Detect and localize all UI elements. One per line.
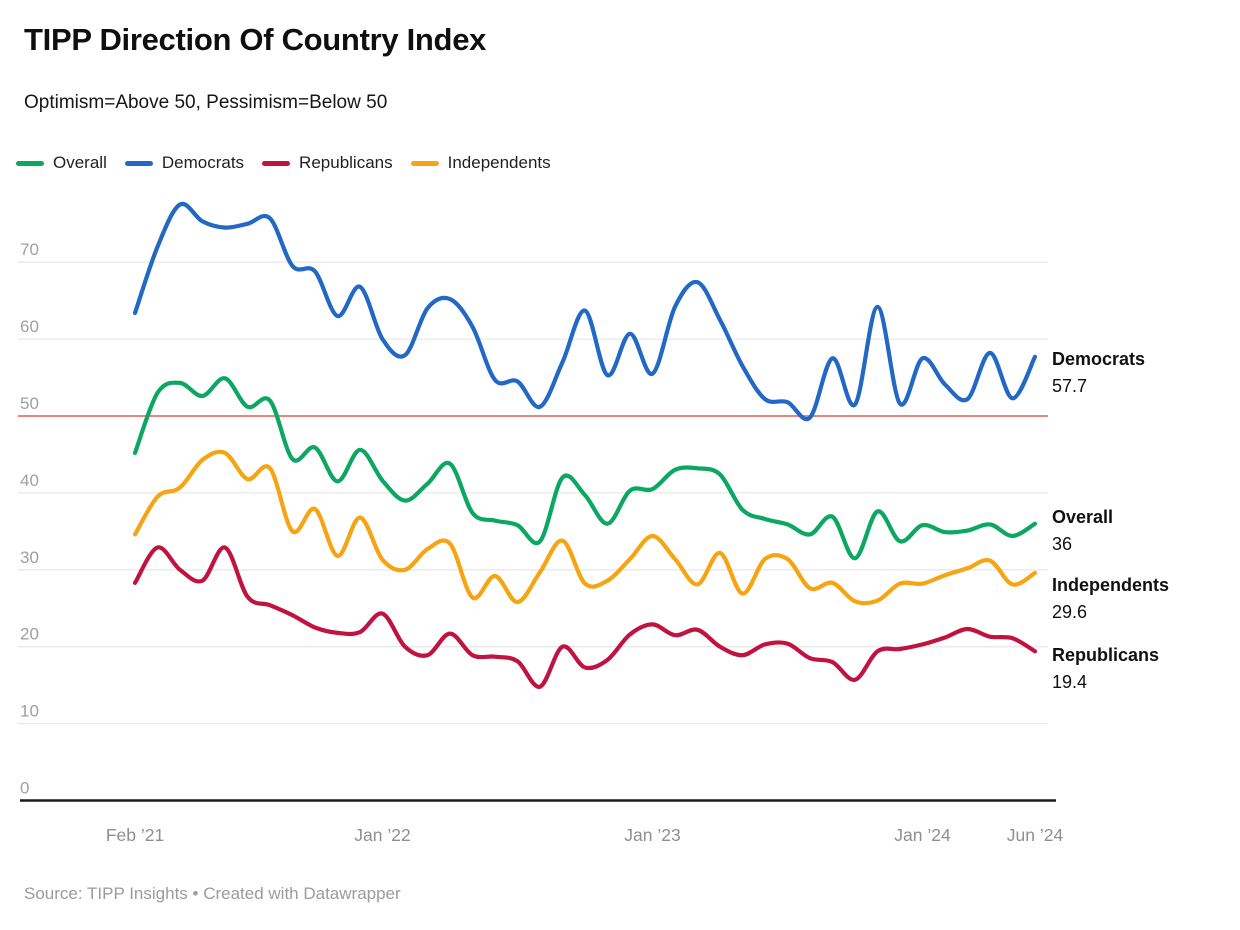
y-tick-label: 0 — [20, 779, 29, 798]
series-end-label-independents: Independents 29.6 — [1052, 574, 1237, 623]
republicans-line-swatch — [262, 160, 291, 166]
series-end-value: 19.4 — [1052, 672, 1088, 692]
series-line-overall — [132, 376, 1038, 561]
y-tick-label: 30 — [20, 548, 39, 567]
series-name: Overall — [1052, 507, 1114, 527]
series-end-value: 29.6 — [1052, 602, 1088, 622]
legend-item-independents[interactable]: Independents — [410, 153, 551, 173]
series-line-republicans — [132, 545, 1038, 689]
democrats-line-swatch — [124, 160, 153, 166]
source-attribution: Source: TIPP Insights • Created with Dat… — [24, 884, 401, 903]
legend: Overall Democrats Republicans Independen… — [16, 153, 551, 173]
series-name: Independents — [1052, 575, 1170, 595]
series-name: Republicans — [1052, 645, 1160, 665]
legend-label: Democrats — [161, 153, 245, 172]
legend-label: Independents — [447, 153, 551, 172]
x-tick-label: Jun ’24 — [1007, 825, 1064, 845]
y-tick-label: 50 — [20, 394, 39, 413]
series-end-label-overall: Overall 36 — [1052, 506, 1237, 555]
y-tick-label: 20 — [20, 625, 39, 644]
legend-label: Republicans — [299, 153, 393, 172]
independents-line-swatch — [410, 160, 439, 166]
series-line-democrats — [132, 201, 1038, 422]
x-tick-label: Feb ’21 — [106, 825, 164, 845]
legend-label: Overall — [53, 153, 107, 172]
x-tick-label: Jan ’24 — [894, 825, 951, 845]
y-tick-label: 60 — [20, 317, 39, 336]
series-name: Democrats — [1052, 349, 1146, 369]
series-end-value: 36 — [1052, 534, 1073, 554]
x-tick-label: Jan ’22 — [354, 825, 410, 845]
legend-item-republicans[interactable]: Republicans — [262, 153, 393, 173]
page-title: TIPP Direction Of Country Index — [24, 22, 487, 57]
y-tick-label: 40 — [20, 471, 39, 490]
y-tick-label: 70 — [20, 240, 39, 259]
overall-line-swatch — [16, 160, 44, 166]
series-end-label-democrats: Democrats 57.7 — [1052, 348, 1237, 397]
x-tick-label: Jan ’23 — [624, 825, 680, 845]
series-end-value: 57.7 — [1052, 376, 1088, 396]
legend-item-democrats[interactable]: Democrats — [124, 153, 245, 173]
chart-subtitle: Optimism=Above 50, Pessimism=Below 50 — [24, 92, 388, 113]
series-line-independents — [132, 449, 1038, 606]
series-end-label-republicans: Republicans 19.4 — [1052, 644, 1237, 693]
legend-item-overall[interactable]: Overall — [16, 153, 107, 173]
y-tick-label: 10 — [20, 702, 39, 721]
